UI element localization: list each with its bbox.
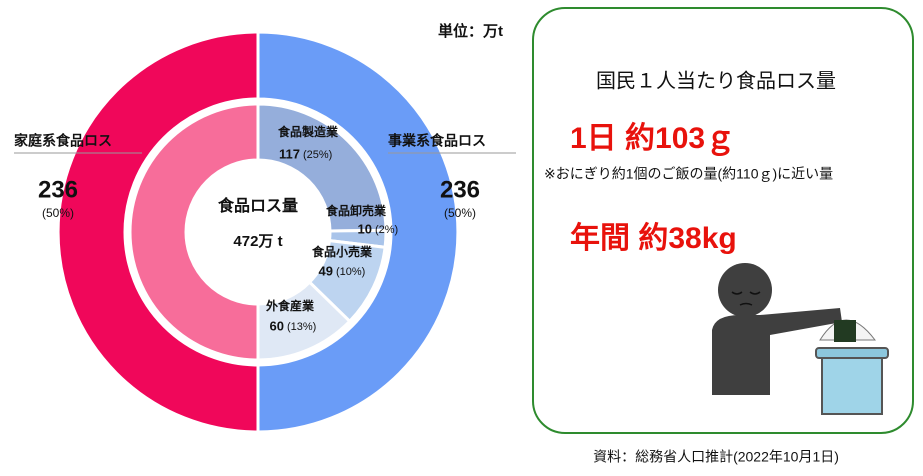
illustration	[712, 263, 889, 415]
outer-category-label: 家庭系食品ロス	[14, 133, 112, 149]
inner-value-label: 117	[279, 146, 300, 161]
inner-category-label: 外食産業	[266, 298, 315, 313]
outer-slice	[56, 30, 260, 434]
outer-slice	[256, 30, 460, 434]
unit-label: 単位：万t	[438, 22, 503, 40]
inner-category-label: 食品卸売業	[325, 203, 387, 218]
annual-amount: 年間 約38kg	[570, 222, 737, 255]
inner-percent-label: (10%)	[336, 266, 365, 278]
panel-title: 国民１人当たり食品ロス量	[596, 69, 836, 92]
inner-value-label: 60	[270, 318, 284, 333]
panel-frame	[532, 7, 914, 434]
daily-amount: 1日 約103ｇ	[570, 122, 735, 156]
inner-percent-label: (2%)	[375, 224, 398, 236]
inner-category-label: 食品製造業	[277, 124, 339, 139]
inner-percent-label: (13%)	[287, 321, 316, 333]
outer-percent-label: (50%)	[42, 206, 74, 220]
source-note: 資料：総務省人口推計(2022年10月1日)	[593, 449, 839, 465]
inner-category-label: 食品小売業	[311, 244, 373, 259]
outer-value-label: 236	[440, 176, 480, 203]
inner-value-label: 49	[319, 263, 333, 278]
daily-note: ※おにぎり約1個のご飯の量(約110ｇ)に近い量	[544, 166, 833, 183]
center-title: 食品ロス量	[217, 196, 298, 215]
outer-category-label: 事業系食品ロス	[388, 133, 486, 149]
center-total: 472万 t	[233, 233, 282, 250]
inner-slice	[128, 102, 260, 362]
donut-chart	[56, 30, 460, 434]
outer-percent-label: (50%)	[444, 206, 476, 220]
outer-value-label: 236	[38, 176, 78, 203]
inner-value-label: 10	[358, 221, 372, 236]
inner-slice	[256, 102, 388, 233]
inner-percent-label: (25%)	[303, 149, 332, 161]
